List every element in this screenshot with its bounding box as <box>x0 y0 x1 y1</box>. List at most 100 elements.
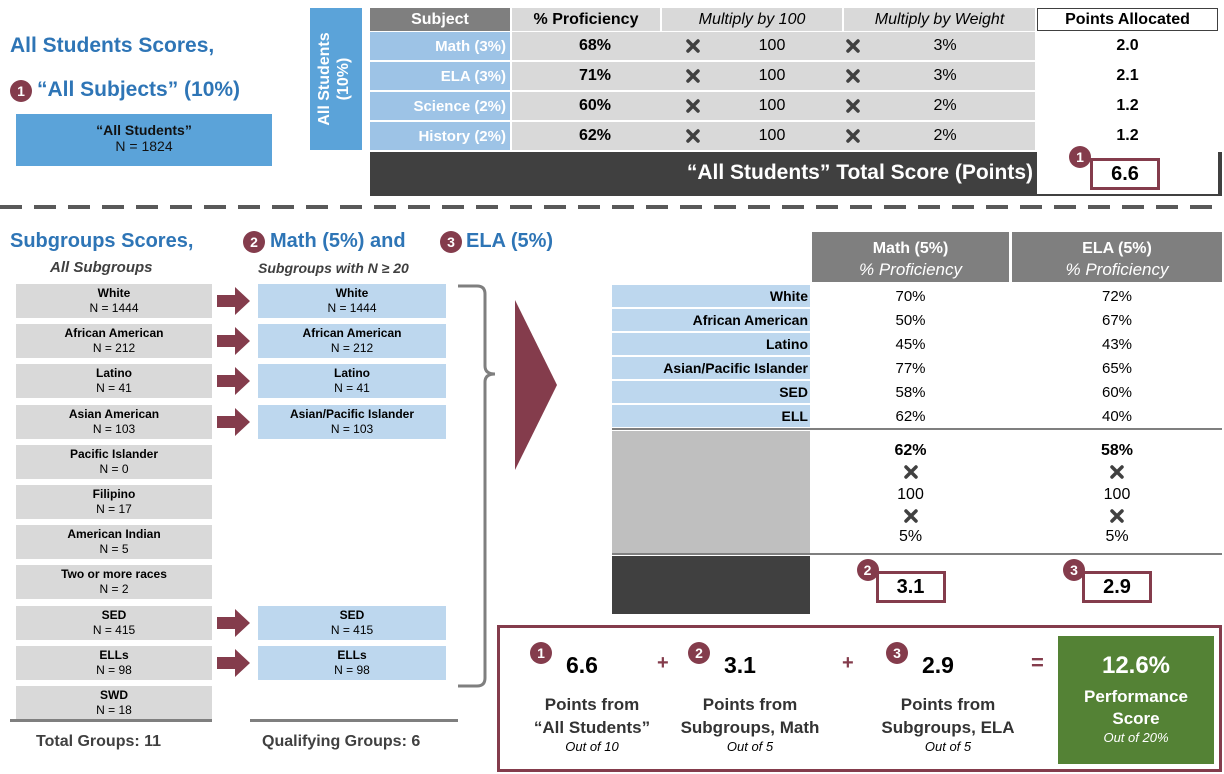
group-n: N = 103 <box>330 421 374 436</box>
equals: = <box>1031 650 1044 675</box>
header-cell: Subject <box>370 8 510 31</box>
multiplier: 100 <box>758 97 786 114</box>
bracket-arrow <box>458 284 557 688</box>
multiply-icon <box>686 129 700 143</box>
summary-label: “All Students” <box>533 718 651 737</box>
group-box: American Indian N = 5 <box>16 525 212 560</box>
subject-cell: Math (3%) <box>370 32 510 60</box>
total-value: 2.9 <box>1082 571 1152 603</box>
group-box: Pacific Islander N = 0 <box>16 444 212 479</box>
multiply-icon <box>846 99 860 113</box>
group-box: Latino N = 41 <box>16 364 212 399</box>
heading: “All Subjects” (10%) <box>37 78 241 101</box>
row-value: 70% <box>895 287 926 305</box>
group-name: White <box>335 286 369 300</box>
summary-label: Points from <box>900 695 996 714</box>
points: 1.2 <box>1037 92 1218 120</box>
group-name: American Indian <box>67 527 161 542</box>
subgroups-heading: Math (5%) and <box>270 230 406 252</box>
rule <box>250 719 458 722</box>
row-value: 65% <box>1101 359 1133 377</box>
header-title: ELA (5%) <box>1082 240 1152 257</box>
total-value: 6.6 <box>1090 158 1160 190</box>
qualified-box: Latino N = 41 <box>258 364 446 399</box>
group-name: Asian American <box>68 406 160 421</box>
group-name: African American <box>64 326 164 341</box>
multiply-icon <box>1110 509 1124 523</box>
summary-out: Out of 10 <box>565 739 619 754</box>
row-value: 60% <box>1101 383 1133 401</box>
total-label-bg <box>612 556 810 614</box>
group-name: ELLs <box>99 647 129 662</box>
total-value: 3.1 <box>875 571 946 603</box>
row-label: SED <box>612 381 810 403</box>
header-cell: Math (5%) % Proficiency <box>812 232 1009 282</box>
group-name: SED <box>339 607 365 622</box>
summary-label: Subgroups, Math <box>680 718 820 737</box>
points: 2.1 <box>1037 62 1218 90</box>
badge: 3 <box>440 231 462 253</box>
group-n: N = 2 <box>99 582 129 597</box>
group-n: N = 98 <box>96 662 132 677</box>
group-name: White <box>97 286 131 300</box>
multiply-icon <box>686 69 700 83</box>
header-cell: Multiply by 100 <box>662 8 842 31</box>
arrow <box>217 326 251 356</box>
summary-out: Out of 5 <box>924 739 972 754</box>
result-out: Out of 20% <box>1103 730 1169 745</box>
qualified-box: African American N = 212 <box>258 324 446 359</box>
weight: 5% <box>898 528 923 545</box>
qualified-box: SED N = 415 <box>258 605 446 640</box>
row-value: 67% <box>1101 311 1133 329</box>
group-name: African American <box>302 326 402 341</box>
summary-value: 3.1 <box>724 652 756 678</box>
subgroups-heading: Subgroups Scores, <box>10 230 194 252</box>
group-name: Pacific Islander <box>69 446 159 461</box>
multiply-icon <box>903 465 918 479</box>
arrow <box>217 648 251 678</box>
row-bg <box>512 32 1035 60</box>
qualified-box: White N = 1444 <box>258 284 446 318</box>
side-label-box: All Students (10%) <box>310 8 362 150</box>
group-n: N = 5 <box>99 542 129 557</box>
side-label-line: (10%) <box>335 57 352 101</box>
row-bg <box>512 92 1035 120</box>
row-value: 72% <box>1101 287 1133 305</box>
summary-box <box>497 625 1222 772</box>
weight: 5% <box>1105 528 1129 545</box>
rule <box>10 719 212 722</box>
arrow <box>217 366 251 396</box>
column-title: Subgroups with N ≥ 20 <box>258 260 409 276</box>
proficiency: 62% <box>578 127 612 144</box>
avg-value: 62% <box>894 442 927 459</box>
total-groups: Total Groups: 11 <box>36 733 162 750</box>
multiply-icon <box>903 509 918 523</box>
group-n: N = 1444 <box>89 301 139 315</box>
badge: 1 <box>530 642 552 664</box>
summary-out: Out of 5 <box>726 739 774 754</box>
group-n: N = 212 <box>330 341 374 356</box>
row-label: Latino <box>612 333 810 355</box>
side-label: All Students (10%) <box>315 8 357 150</box>
result-box: 12.6% Performance Score Out of 20% <box>1058 636 1214 764</box>
summary-label: Points from <box>544 695 640 714</box>
summary-label: Points from <box>702 695 798 714</box>
subject-cell: ELA (3%) <box>370 62 510 90</box>
group-box: SED N = 415 <box>16 605 212 640</box>
summary-value: 6.6 <box>566 652 598 678</box>
row-value: 58% <box>895 383 926 401</box>
group-name: Latino <box>96 366 132 381</box>
calc-label-bg <box>612 431 810 553</box>
result-label-line: Performance <box>1084 687 1188 706</box>
multiplier: 100 <box>897 486 924 503</box>
weight: 3% <box>933 67 957 84</box>
multiply-icon <box>846 69 860 83</box>
avg-value: 58% <box>1100 442 1134 459</box>
heading: All Students Scores, <box>10 34 215 57</box>
summary-value: 2.9 <box>922 652 954 678</box>
qualifying-groups: Qualifying Groups: 6 <box>262 733 421 750</box>
subgroups-heading: ELA (5%) <box>466 230 554 252</box>
row-label: White <box>612 285 810 307</box>
group-name: Two or more races <box>61 567 167 582</box>
plus: + <box>842 652 854 674</box>
